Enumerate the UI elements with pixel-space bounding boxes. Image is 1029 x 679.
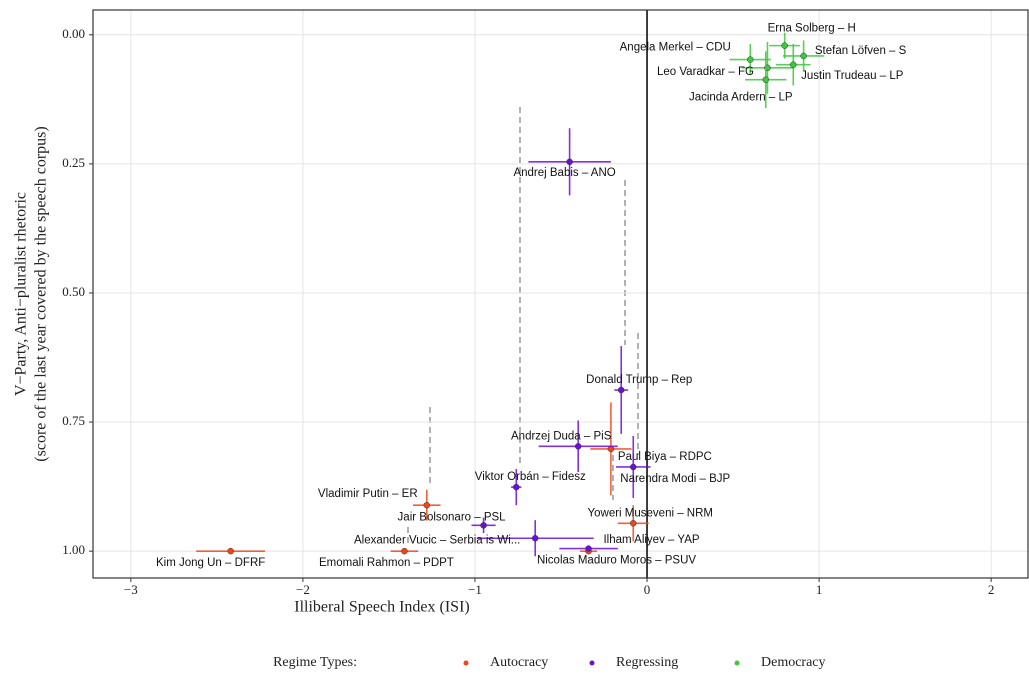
point <box>762 76 769 83</box>
x-tick-label: 2 <box>988 582 995 597</box>
legend-marker <box>734 660 740 666</box>
point <box>566 158 573 166</box>
point-label: Emomali Rahmon – PDPT <box>319 557 454 569</box>
point-label: Justin Trudeau – LP <box>801 70 904 82</box>
point <box>513 483 520 491</box>
y-tick-label: 0.75 <box>62 413 85 428</box>
point-label: Jair Bolsonaro – PSL <box>398 511 507 523</box>
point <box>585 545 592 552</box>
legend-marker <box>589 660 595 666</box>
point-label: Kim Jong Un – DFRF <box>156 557 265 569</box>
point <box>617 386 625 394</box>
x-tick-label: −3 <box>124 582 138 597</box>
point-label: Stefan Löfven – S <box>815 45 907 57</box>
point <box>800 52 807 60</box>
y-tick-label: 1.00 <box>62 542 85 557</box>
point <box>747 56 754 63</box>
leader-lines <box>407 107 639 547</box>
x-axis-title: Illiberal Speech Index (ISI) <box>294 599 469 616</box>
y-tick-label: 0.50 <box>62 284 85 299</box>
point-label: Yoweri Museveni – NRM <box>588 507 713 519</box>
y-tick-label: 0.00 <box>62 26 85 41</box>
plot: Kim Jong Un – DFRF Emomali Rahmon – PDPT V… <box>93 10 1029 578</box>
point-label: Donald Trump – Rep <box>586 374 692 386</box>
y-tick-label: 0.25 <box>62 155 85 170</box>
point <box>790 61 797 68</box>
point <box>480 522 487 529</box>
legend-label: Autocracy <box>490 655 548 670</box>
point <box>423 501 431 509</box>
point-label: Angela Merkel – CDU <box>620 42 731 54</box>
point-label: Ilham Aliyev – YAP <box>603 534 699 546</box>
point-label: Erna Solberg – H <box>768 23 856 35</box>
legend-marker <box>463 660 469 666</box>
point <box>574 443 582 450</box>
point-label: Andrzej Duda – PiS <box>511 430 612 442</box>
point-label: Leo Varadkar – FG <box>657 66 754 78</box>
x-tick-label: −2 <box>296 582 310 597</box>
point <box>630 463 637 471</box>
point-label: Nicolas Maduro Moros – PSUV <box>537 555 696 567</box>
y-axis-title: (score of the last year covered by the s… <box>33 126 50 461</box>
point-label: Jacinda Ardern – LP <box>689 92 793 104</box>
x-tick-label: 1 <box>816 582 823 597</box>
point-label: Alexander Vucic – Serbia is Wi... <box>354 534 520 546</box>
x-tick-label: −1 <box>468 582 482 597</box>
plot-border <box>92 9 1029 579</box>
point-label: Andrej Babis – ANO <box>513 167 615 179</box>
point-label: Vladimir Putin – ER <box>318 488 418 500</box>
point-label: Narendra Modi – BJP <box>620 473 730 485</box>
point <box>227 547 234 555</box>
x-tick-label: 0 <box>644 582 651 597</box>
point-label: Paul Biya – RDPC <box>618 451 712 463</box>
point <box>781 42 788 49</box>
point <box>401 547 408 555</box>
legend-title: Regime Types: <box>273 655 357 670</box>
point-label: Viktor Orbán – Fidesz <box>475 471 586 483</box>
y-axis-title: V−Party, Anti−pluralist rhetoric <box>13 192 30 396</box>
point <box>531 534 539 542</box>
legend-label: Regressing <box>616 655 678 670</box>
legend-label: Democracy <box>761 655 826 670</box>
point <box>630 520 637 527</box>
